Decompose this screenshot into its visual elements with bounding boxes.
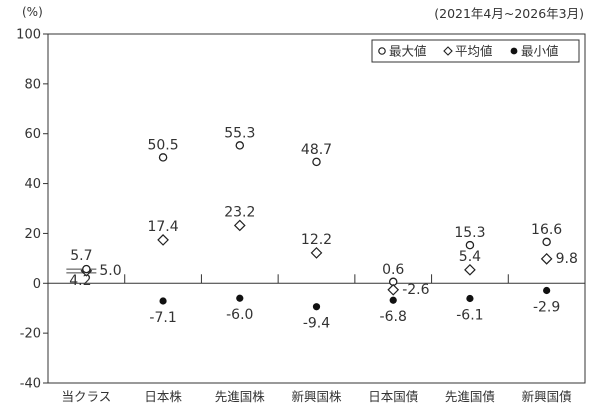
max-marker bbox=[82, 264, 91, 274]
min-value-label: -6.1 bbox=[456, 307, 483, 323]
legend-label: 最小値 bbox=[521, 44, 559, 59]
average-value-label: -2.6 bbox=[402, 282, 429, 298]
y-tick-label: 40 bbox=[24, 177, 41, 192]
average-value-label: 12.2 bbox=[301, 232, 332, 248]
average-marker bbox=[540, 253, 553, 265]
min-marker bbox=[389, 296, 397, 304]
average-value-label: 17.4 bbox=[147, 219, 178, 235]
category-label: 日本株 bbox=[144, 389, 182, 404]
y-tick-label: 60 bbox=[24, 127, 41, 142]
min-value-label: -9.4 bbox=[303, 316, 330, 332]
category-label: 新興国債 bbox=[522, 389, 572, 404]
legend-label: 最大値 bbox=[389, 44, 427, 59]
min-marker bbox=[236, 294, 244, 302]
min-value-label: -6.0 bbox=[226, 307, 253, 323]
average-marker bbox=[387, 283, 400, 296]
period-label: (2021年4月~2026年3月) bbox=[434, 6, 584, 21]
average-marker bbox=[233, 219, 246, 232]
min-marker bbox=[543, 286, 551, 295]
max-marker bbox=[312, 157, 321, 167]
max-marker bbox=[465, 240, 475, 250]
max-marker bbox=[542, 237, 551, 247]
y-tick-label: 0 bbox=[33, 277, 41, 292]
y-tick-label: 80 bbox=[24, 77, 41, 92]
legend-average-icon bbox=[443, 46, 453, 56]
y-tick-label: 100 bbox=[16, 28, 41, 43]
min-value-label: -6.8 bbox=[380, 309, 407, 325]
legend-label: 平均値 bbox=[455, 44, 493, 59]
category-label: 当クラス bbox=[61, 389, 111, 404]
max-value-label: 0.6 bbox=[382, 262, 404, 278]
max-value-label: 5.7 bbox=[70, 248, 92, 264]
y-unit-label: (%) bbox=[22, 5, 43, 19]
max-value-label: 50.5 bbox=[147, 137, 178, 153]
legend-box bbox=[371, 39, 580, 63]
max-value-label: 16.6 bbox=[531, 222, 562, 238]
average-marker bbox=[310, 247, 323, 259]
category-label: 先進国債 bbox=[445, 389, 495, 404]
min-marker bbox=[466, 294, 474, 303]
average-marker bbox=[157, 234, 169, 246]
min-value-label: -2.9 bbox=[533, 300, 560, 316]
average-value-label: 23.2 bbox=[224, 204, 255, 220]
min-marker bbox=[159, 297, 167, 305]
max-marker bbox=[235, 141, 245, 150]
y-tick-label: -40 bbox=[20, 377, 41, 392]
legend-max-icon bbox=[378, 47, 386, 55]
min-marker bbox=[312, 303, 321, 311]
average-value-label: 9.8 bbox=[556, 251, 578, 267]
category-label: 新興国株 bbox=[291, 389, 342, 404]
max-value-label: 48.7 bbox=[301, 142, 332, 158]
max-value-label: 55.3 bbox=[224, 125, 255, 141]
y-tick-label: 20 bbox=[24, 227, 41, 242]
average-marker bbox=[464, 263, 476, 276]
min-value-label: 4.2 bbox=[69, 273, 91, 289]
max-value-label: 15.3 bbox=[454, 225, 485, 241]
legend-min-icon bbox=[510, 47, 518, 55]
average-value-label: 5.4 bbox=[459, 249, 481, 265]
category-label: 日本国債 bbox=[368, 389, 418, 404]
y-tick-label: -20 bbox=[20, 327, 41, 342]
plot-frame bbox=[47, 33, 586, 384]
max-marker bbox=[158, 153, 168, 162]
average-value-label: 5.0 bbox=[99, 263, 121, 279]
min-value-label: -7.1 bbox=[149, 310, 176, 326]
category-label: 先進国株 bbox=[215, 389, 266, 404]
